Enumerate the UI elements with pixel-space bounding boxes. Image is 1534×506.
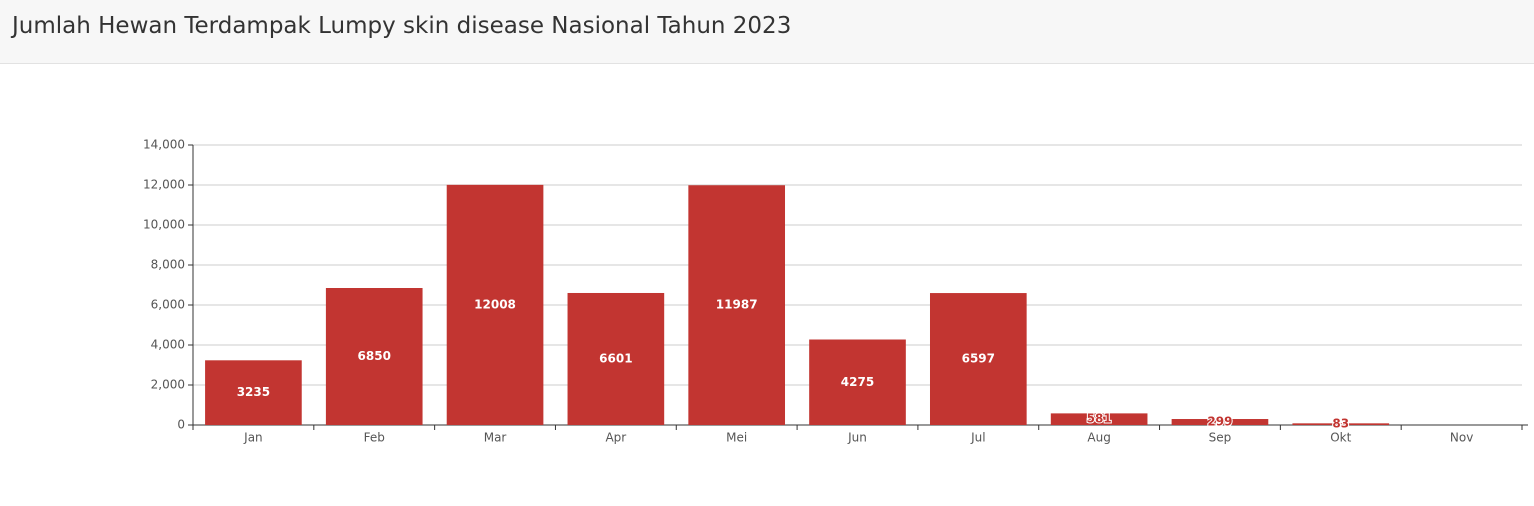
y-tick-label: 8,000 bbox=[151, 258, 185, 272]
bar bbox=[446, 184, 544, 425]
x-tick-label: Feb bbox=[364, 431, 385, 445]
data-label: 11987 bbox=[716, 298, 758, 312]
data-label: 4275 bbox=[841, 375, 874, 389]
data-label: 12008 bbox=[474, 297, 516, 311]
y-tick-label: 2,000 bbox=[151, 378, 185, 392]
x-tick-label: Okt bbox=[1330, 431, 1351, 445]
y-tick-label: 0 bbox=[177, 418, 185, 432]
x-tick-label: Nov bbox=[1450, 431, 1473, 445]
data-label: 3235 bbox=[237, 385, 270, 399]
data-label: 299 bbox=[1207, 415, 1232, 429]
bar bbox=[1171, 419, 1269, 425]
x-tick-label: Jun bbox=[847, 431, 867, 445]
y-tick-label: 4,000 bbox=[151, 338, 185, 352]
chart-title: Jumlah Hewan Terdampak Lumpy skin diseas… bbox=[12, 13, 792, 39]
y-tick-label: 6,000 bbox=[151, 298, 185, 312]
x-tick-label: Aug bbox=[1087, 431, 1110, 445]
x-tick-label: Apr bbox=[605, 431, 626, 445]
x-tick-label: Mei bbox=[726, 431, 747, 445]
y-tick-label: 12,000 bbox=[143, 178, 185, 192]
header: Jumlah Hewan Terdampak Lumpy skin diseas… bbox=[0, 0, 1534, 64]
x-tick-label: Sep bbox=[1209, 431, 1232, 445]
data-label: 6597 bbox=[962, 352, 995, 366]
x-tick-label: Mar bbox=[484, 431, 507, 445]
bar bbox=[205, 360, 302, 425]
bar bbox=[1050, 413, 1148, 425]
data-label: 83 bbox=[1332, 417, 1349, 431]
bar bbox=[567, 292, 665, 425]
y-tick-label: 10,000 bbox=[143, 218, 185, 232]
bar bbox=[929, 293, 1027, 425]
bar bbox=[325, 288, 423, 425]
data-label: 581 bbox=[1087, 412, 1112, 426]
data-label: 6850 bbox=[358, 349, 391, 363]
x-tick-label: Jan bbox=[243, 431, 263, 445]
data-label: 6601 bbox=[599, 351, 632, 365]
bar bbox=[688, 185, 786, 425]
bar bbox=[1292, 423, 1390, 425]
bar bbox=[809, 339, 906, 425]
chart: 0 2,000 4,000 6,000 8,000 10,000 12,000 14,000 J… bbox=[143, 138, 1528, 445]
y-tick-label: 14,000 bbox=[143, 138, 185, 152]
x-tick-label: Jul bbox=[970, 431, 985, 445]
